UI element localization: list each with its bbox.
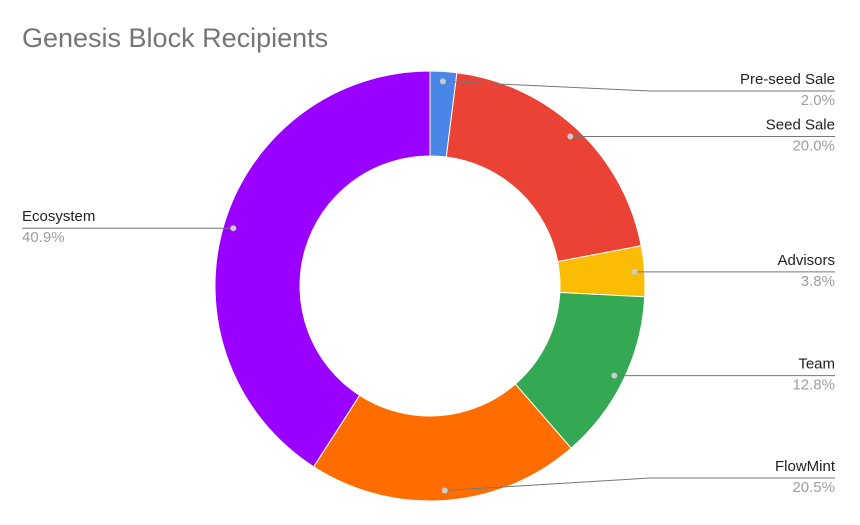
leader-dot — [439, 78, 446, 85]
legend-label: Advisors — [777, 252, 835, 269]
donut-slice — [445, 72, 642, 263]
data-label: 20.0% — [792, 138, 835, 155]
leader-line — [444, 477, 835, 491]
leader-dot — [611, 372, 618, 379]
legend-label: Team — [798, 356, 835, 373]
donut-slice — [312, 383, 572, 502]
legend-label: Ecosystem — [22, 208, 95, 225]
leader-dot — [567, 133, 574, 140]
leader-dot — [631, 268, 638, 275]
legend-label: Pre-seed Sale — [740, 71, 835, 88]
data-label: 20.5% — [792, 479, 835, 496]
leader-dot — [441, 487, 448, 494]
data-label: 3.8% — [801, 273, 835, 290]
chart-title: Genesis Block Recipients — [22, 23, 328, 53]
data-label: 40.9% — [22, 229, 65, 246]
data-label: 12.8% — [792, 377, 835, 394]
leader-dot — [230, 225, 237, 232]
legend-label: FlowMint — [775, 458, 836, 475]
data-label: 2.0% — [801, 92, 835, 109]
legend-label: Seed Sale — [766, 117, 835, 134]
leader-line — [442, 80, 835, 92]
donut-slice — [214, 70, 431, 468]
